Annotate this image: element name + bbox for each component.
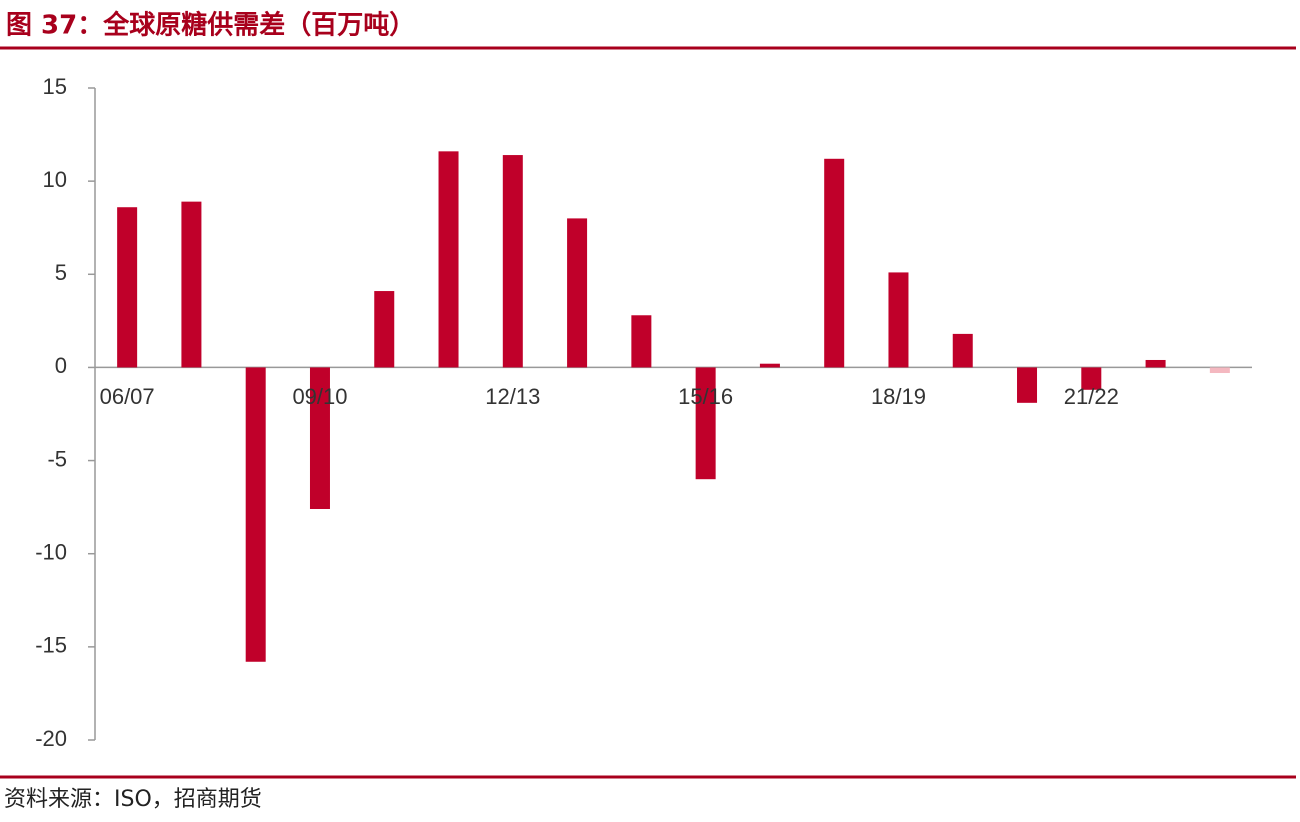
bar: [502, 155, 523, 368]
y-tick-label: 5: [55, 260, 67, 285]
bar: [1209, 367, 1230, 374]
bar: [1145, 359, 1166, 368]
x-tick-label: 06/07: [100, 384, 155, 409]
y-tick-label: -15: [35, 633, 67, 658]
bar: [759, 363, 780, 368]
bar: [952, 333, 973, 368]
x-tick-label: 21/22: [1064, 384, 1119, 409]
bar: [631, 315, 652, 368]
y-tick-label: 10: [43, 167, 67, 192]
bar: [117, 207, 138, 368]
x-tick-label: 09/10: [292, 384, 347, 409]
chart-title: 图 37：全球原糖供需差（百万吨）: [6, 10, 415, 41]
bar: [567, 218, 588, 368]
y-tick-label: -5: [47, 446, 67, 471]
source-note: 资料来源：ISO，招商期货: [4, 787, 262, 812]
x-tick-label: 18/19: [871, 384, 926, 409]
bar: [374, 291, 395, 368]
y-tick-label: -10: [35, 540, 67, 565]
y-tick-label: -20: [35, 726, 67, 751]
bar: [1081, 367, 1102, 390]
bar: [695, 367, 716, 480]
y-tick-label: 15: [43, 74, 67, 99]
x-tick-label: 15/16: [678, 384, 733, 409]
bar: [438, 151, 459, 368]
y-tick-label: 0: [55, 353, 67, 378]
bar: [181, 201, 202, 368]
bar: [888, 272, 909, 368]
x-tick-label: 12/13: [485, 384, 540, 409]
bar: [309, 367, 330, 510]
bar: [245, 367, 266, 662]
bar: [1017, 367, 1038, 403]
bar: [824, 158, 845, 368]
